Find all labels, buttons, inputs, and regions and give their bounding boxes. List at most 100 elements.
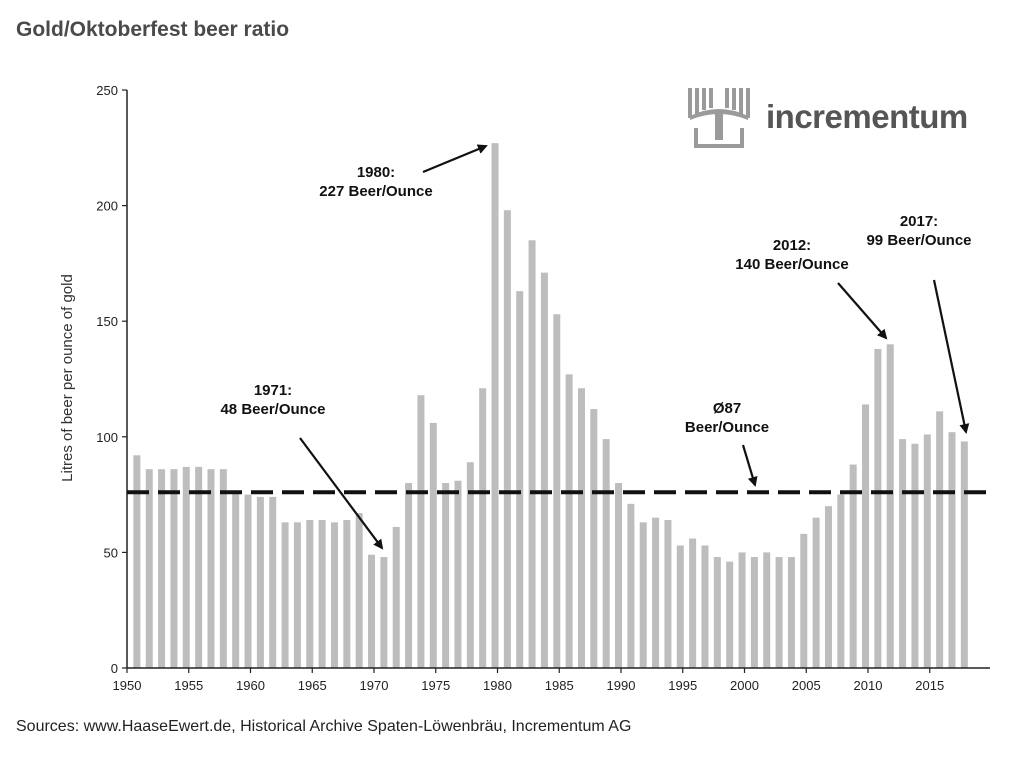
source-note: Sources: www.HaaseEwert.de, Historical A… <box>16 718 632 735</box>
bar-1983 <box>540 272 548 668</box>
tree-logo-icon <box>688 88 750 148</box>
bar-1992 <box>652 517 660 668</box>
bar-1981 <box>516 291 524 668</box>
x-tick-label: 1995 <box>668 678 697 693</box>
bar-1975 <box>442 483 450 668</box>
bar-1985 <box>565 374 573 668</box>
bar-1959 <box>244 494 252 668</box>
bar-1977 <box>466 462 474 668</box>
bar-1997 <box>713 557 721 668</box>
y-tick-label: 250 <box>96 83 118 98</box>
annotation-label-line2: 227 Beer/Ounce <box>319 183 432 200</box>
incrementum-logo: incrementum <box>688 88 978 154</box>
bar-1953 <box>170 469 178 668</box>
annotation-label-line2: 99 Beer/Ounce <box>866 232 971 249</box>
bar-2010 <box>874 348 882 668</box>
bar-1961 <box>269 496 277 668</box>
x-tick-label: 1990 <box>607 678 636 693</box>
bar-2005 <box>812 517 820 668</box>
y-tick-label: 0 <box>111 661 118 676</box>
bar-1982 <box>528 240 536 668</box>
bar-2015 <box>936 411 944 668</box>
bar-1990 <box>627 503 635 668</box>
chart-title: Gold/Oktoberfest beer ratio <box>16 18 290 41</box>
x-tick-label: 1970 <box>360 678 389 693</box>
bar-1988 <box>602 439 610 668</box>
annotation-label-line1: 2017: <box>900 213 938 230</box>
annotation-label-line2: 140 Beer/Ounce <box>735 256 848 273</box>
bar-2017 <box>960 441 968 668</box>
bar-1986 <box>577 388 585 668</box>
bar-1960 <box>256 496 264 668</box>
bar-2008 <box>849 464 857 668</box>
annotation-1980: 1980: 227 Beer/Ounce <box>319 164 432 200</box>
bar-1958 <box>232 492 240 668</box>
bar-2001 <box>763 552 771 668</box>
bar-2006 <box>824 506 832 668</box>
x-tick-label: 2010 <box>854 678 883 693</box>
x-tick-label: 2000 <box>730 678 759 693</box>
bar-1955 <box>195 466 203 668</box>
bar-1972 <box>405 483 413 668</box>
y-tick-label: 200 <box>96 199 118 214</box>
annotation-label-line2: 48 Beer/Ounce <box>220 401 325 418</box>
x-tick-label: 1965 <box>298 678 327 693</box>
annotation-label-line1: 1971: <box>254 382 292 399</box>
bar-2007 <box>837 494 845 668</box>
annotation-2017: 2017: 99 Beer/Ounce <box>866 213 971 249</box>
bar-1984 <box>553 314 561 668</box>
x-tick-label: 1975 <box>421 678 450 693</box>
bar-1996 <box>701 545 709 668</box>
y-tick-label: 100 <box>96 430 118 445</box>
bar-1973 <box>417 395 425 668</box>
x-tick-label: 2015 <box>915 678 944 693</box>
bar-1963 <box>293 522 301 668</box>
bar-1952 <box>158 469 166 668</box>
bar-2011 <box>886 344 894 668</box>
annotation-arrow-2012 <box>837 282 888 340</box>
bar-2002 <box>775 557 783 668</box>
bar-2004 <box>800 533 808 668</box>
bar-1970 <box>380 557 388 668</box>
annotation-label-line1: Ø87 <box>713 400 741 417</box>
bar-2003 <box>787 557 795 668</box>
annotations-group: 1971: 48 Beer/Ounce 1980: 227 Beer/Ounce 201… <box>220 144 972 550</box>
bar-2016 <box>948 432 956 668</box>
bar-2000 <box>750 557 758 668</box>
bar-1994 <box>676 545 684 668</box>
bar-1999 <box>738 552 746 668</box>
logo-text: incrementum <box>766 98 968 135</box>
annotation-label-line1: 2012: <box>773 237 811 254</box>
y-tick-label: 150 <box>96 314 118 329</box>
bar-1954 <box>182 466 190 668</box>
x-tick-label: 1950 <box>113 678 142 693</box>
y-axis-label: Litres of beer per ounce of gold <box>59 274 76 482</box>
bar-1962 <box>281 522 289 668</box>
x-tick-label: 1980 <box>483 678 512 693</box>
bar-1966 <box>330 522 338 668</box>
x-tick-label: 2005 <box>792 678 821 693</box>
y-tick-label: 50 <box>104 545 118 560</box>
bar-1978 <box>479 388 487 668</box>
annotation-2000: Ø87 Beer/Ounce <box>685 400 769 436</box>
bar-1976 <box>454 480 462 668</box>
bar-2013 <box>911 443 919 668</box>
x-tick-label: 1955 <box>174 678 203 693</box>
annotation-2012: 2012: 140 Beer/Ounce <box>735 237 848 273</box>
bar-1957 <box>219 469 227 668</box>
bar-1991 <box>639 522 647 668</box>
bar-2014 <box>923 434 931 668</box>
bar-1987 <box>590 409 598 668</box>
annotation-arrow-2000 <box>741 444 758 487</box>
bar-1989 <box>615 483 623 668</box>
bar-1993 <box>664 520 672 668</box>
bar-1980 <box>503 210 511 668</box>
bar-1951 <box>145 469 153 668</box>
axes-group <box>126 90 990 669</box>
bar-2009 <box>862 404 870 668</box>
bar-1998 <box>726 561 734 668</box>
bar-2012 <box>899 439 907 668</box>
annotation-arrow-1980 <box>422 144 488 174</box>
annotation-label-line1: 1980: <box>357 164 395 181</box>
